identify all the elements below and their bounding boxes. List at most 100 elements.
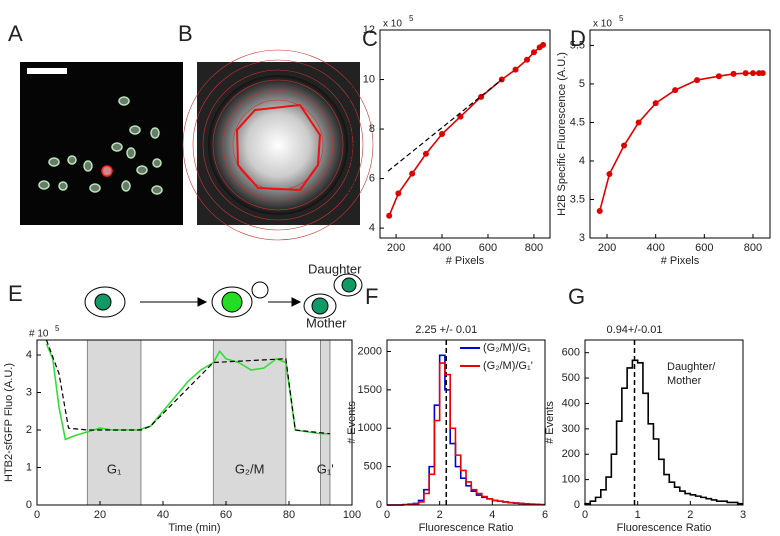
line bbox=[598, 72, 763, 212]
point bbox=[749, 70, 756, 77]
x-tick-label: 6 bbox=[542, 509, 548, 521]
panel-letter: G bbox=[568, 284, 585, 309]
x-tick-label: 1 bbox=[635, 509, 641, 521]
y-tick-label: 4 bbox=[369, 222, 375, 234]
x-tick-label: 100 bbox=[343, 509, 361, 521]
line bbox=[388, 44, 544, 217]
x-tick-label: 0 bbox=[384, 509, 390, 521]
y-axis-label: # Events bbox=[346, 401, 358, 444]
y-multiplier: x 10 bbox=[383, 19, 402, 30]
point bbox=[457, 113, 464, 120]
x-tick-label: 800 bbox=[525, 242, 543, 254]
y-multiplier: # 10 bbox=[29, 329, 49, 340]
x-tick-label: 2 bbox=[437, 509, 443, 521]
y-tick-label: 10 bbox=[363, 73, 375, 85]
point bbox=[652, 100, 659, 107]
y-tick-label: 4 bbox=[579, 155, 585, 167]
x-axis-label: # Pixels bbox=[446, 255, 485, 267]
legend-label: (G₂/M)/G₁ bbox=[483, 342, 531, 354]
point bbox=[730, 70, 737, 77]
point bbox=[439, 131, 446, 137]
x-tick-label: 600 bbox=[695, 242, 713, 254]
y-tick-label: 4.5 bbox=[570, 116, 585, 128]
point bbox=[524, 56, 531, 63]
y-tick-label: 1000 bbox=[358, 422, 382, 434]
point bbox=[386, 212, 393, 219]
x-tick-label: 0 bbox=[34, 509, 40, 521]
point bbox=[621, 142, 628, 149]
axes-box bbox=[36, 339, 353, 506]
axes-box bbox=[379, 29, 551, 239]
panel-letter: B bbox=[178, 21, 193, 46]
axes-box bbox=[584, 339, 744, 506]
phase-band bbox=[320, 339, 331, 506]
point bbox=[694, 77, 701, 84]
point bbox=[422, 150, 429, 157]
y-tick-label: 500 bbox=[562, 372, 580, 384]
y-tick-label: 8 bbox=[369, 123, 375, 135]
x-tick-label: 0 bbox=[582, 509, 588, 521]
phase-label: G₂/M bbox=[235, 461, 265, 476]
phase-band bbox=[212, 339, 287, 506]
axes-box bbox=[589, 29, 771, 239]
annotation: Daughter bbox=[308, 261, 362, 276]
panel-letter: E bbox=[8, 281, 23, 306]
y-tick-label: 2000 bbox=[358, 345, 382, 357]
point bbox=[530, 49, 537, 56]
x-tick-label: 800 bbox=[744, 242, 762, 254]
histogram-outline bbox=[387, 362, 545, 506]
y-tick-label: 3 bbox=[26, 386, 32, 398]
y-tick-label: 3 bbox=[579, 232, 585, 244]
point bbox=[540, 41, 547, 48]
y-axis-label: # Events bbox=[544, 401, 556, 444]
y-axis-label: HTB2-sfGFP Fluo (A.U.) bbox=[3, 363, 15, 482]
y-tick-label: 3.5 bbox=[570, 193, 585, 205]
y-tick-label: 0 bbox=[376, 499, 382, 511]
x-tick-label: 3 bbox=[740, 509, 746, 521]
y-multiplier: x 10 bbox=[593, 19, 612, 30]
reference-label: 0.94+/-0.01 bbox=[607, 324, 663, 336]
legend-label: (G₂/M)/G₁' bbox=[483, 360, 533, 372]
x-tick-label: 600 bbox=[479, 242, 497, 254]
x-tick-label: 200 bbox=[387, 242, 405, 254]
x-tick-label: 400 bbox=[646, 242, 664, 254]
y-tick-label: 100 bbox=[562, 474, 580, 486]
annotation: Daughter/ bbox=[667, 361, 716, 373]
x-axis-label: Time (min) bbox=[168, 522, 220, 534]
y-multiplier-exp: 5 bbox=[55, 324, 60, 333]
y-tick-label: 500 bbox=[364, 461, 382, 473]
point bbox=[596, 208, 603, 215]
x-tick-label: 40 bbox=[157, 509, 169, 521]
line bbox=[387, 79, 503, 172]
phase-label: G₁' bbox=[317, 461, 334, 476]
point bbox=[606, 171, 613, 178]
point bbox=[672, 87, 679, 94]
axes-box bbox=[386, 339, 546, 506]
point bbox=[715, 73, 722, 80]
x-tick-label: 400 bbox=[433, 242, 451, 254]
x-axis-label: # Pixels bbox=[661, 255, 700, 267]
y-tick-label: 600 bbox=[562, 347, 580, 359]
point bbox=[635, 119, 642, 126]
line bbox=[45, 339, 331, 435]
point bbox=[409, 170, 416, 177]
point bbox=[742, 70, 749, 77]
y-tick-label: 2 bbox=[26, 424, 32, 436]
y-multiplier-exp: 5 bbox=[619, 14, 624, 23]
phase-band bbox=[86, 339, 142, 506]
cell-cycle-diagram bbox=[84, 273, 363, 319]
x-axis-label: Fluorescence Ratio bbox=[419, 522, 514, 534]
y-axis-label: Total Fluorescence (A.U.) bbox=[346, 72, 358, 196]
point bbox=[759, 70, 766, 77]
y-axis-label: H2B Specific Fluorescence (A.U.) bbox=[556, 52, 568, 216]
y-tick-label: 1 bbox=[26, 461, 32, 473]
y-tick-label: 6 bbox=[369, 172, 375, 184]
y-tick-label: 300 bbox=[562, 423, 580, 435]
annotation: Mother bbox=[306, 315, 347, 330]
y-tick-label: 5.5 bbox=[570, 39, 585, 51]
y-tick-label: 400 bbox=[562, 397, 580, 409]
y-tick-label: 0 bbox=[574, 499, 580, 511]
x-tick-label: 2 bbox=[687, 509, 693, 521]
x-axis-label: Fluorescence Ratio bbox=[617, 522, 712, 534]
